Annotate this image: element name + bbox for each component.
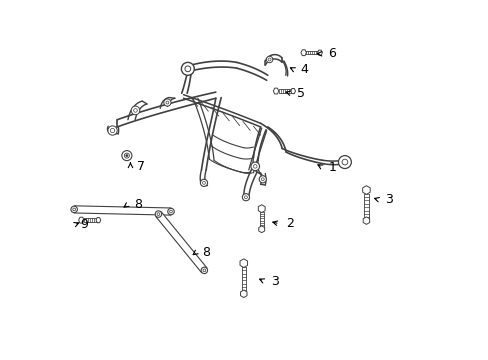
Polygon shape (155, 212, 207, 273)
Circle shape (253, 165, 257, 168)
Circle shape (167, 208, 174, 215)
Polygon shape (258, 205, 264, 213)
Text: 9: 9 (81, 218, 88, 231)
Circle shape (73, 208, 75, 211)
Circle shape (202, 181, 205, 184)
Circle shape (261, 178, 264, 181)
Circle shape (131, 106, 140, 115)
Polygon shape (317, 50, 322, 55)
Circle shape (110, 129, 115, 133)
Text: 5: 5 (296, 87, 304, 100)
Text: 1: 1 (328, 161, 336, 174)
Polygon shape (79, 217, 84, 223)
Circle shape (203, 269, 205, 272)
Polygon shape (74, 206, 171, 215)
Circle shape (133, 109, 137, 112)
Polygon shape (240, 259, 247, 267)
Polygon shape (273, 88, 278, 94)
Circle shape (338, 156, 351, 168)
Circle shape (244, 196, 247, 199)
Circle shape (181, 62, 194, 75)
Circle shape (122, 150, 132, 161)
Circle shape (242, 194, 249, 201)
Circle shape (266, 56, 272, 63)
Polygon shape (258, 226, 264, 233)
Circle shape (259, 176, 266, 183)
Circle shape (125, 154, 128, 157)
Circle shape (200, 179, 207, 186)
Text: 8: 8 (134, 198, 142, 211)
Text: 2: 2 (285, 217, 293, 230)
Text: 7: 7 (137, 160, 144, 173)
Text: 3: 3 (270, 275, 278, 288)
Text: 4: 4 (300, 63, 308, 76)
Polygon shape (363, 217, 369, 224)
Circle shape (201, 267, 207, 274)
Circle shape (71, 206, 77, 213)
Circle shape (165, 101, 168, 104)
Polygon shape (96, 217, 101, 223)
Circle shape (157, 213, 160, 215)
Circle shape (250, 162, 259, 171)
Text: 3: 3 (385, 193, 392, 206)
Circle shape (169, 210, 172, 213)
Circle shape (108, 126, 117, 135)
Polygon shape (240, 290, 246, 297)
Text: 6: 6 (327, 47, 335, 60)
Polygon shape (300, 50, 306, 56)
Polygon shape (362, 186, 369, 194)
Circle shape (155, 211, 162, 217)
Circle shape (124, 153, 129, 158)
Circle shape (163, 99, 171, 106)
Polygon shape (290, 89, 295, 94)
Circle shape (341, 159, 347, 165)
Circle shape (267, 58, 270, 61)
Text: 8: 8 (202, 246, 210, 259)
Circle shape (184, 66, 190, 72)
